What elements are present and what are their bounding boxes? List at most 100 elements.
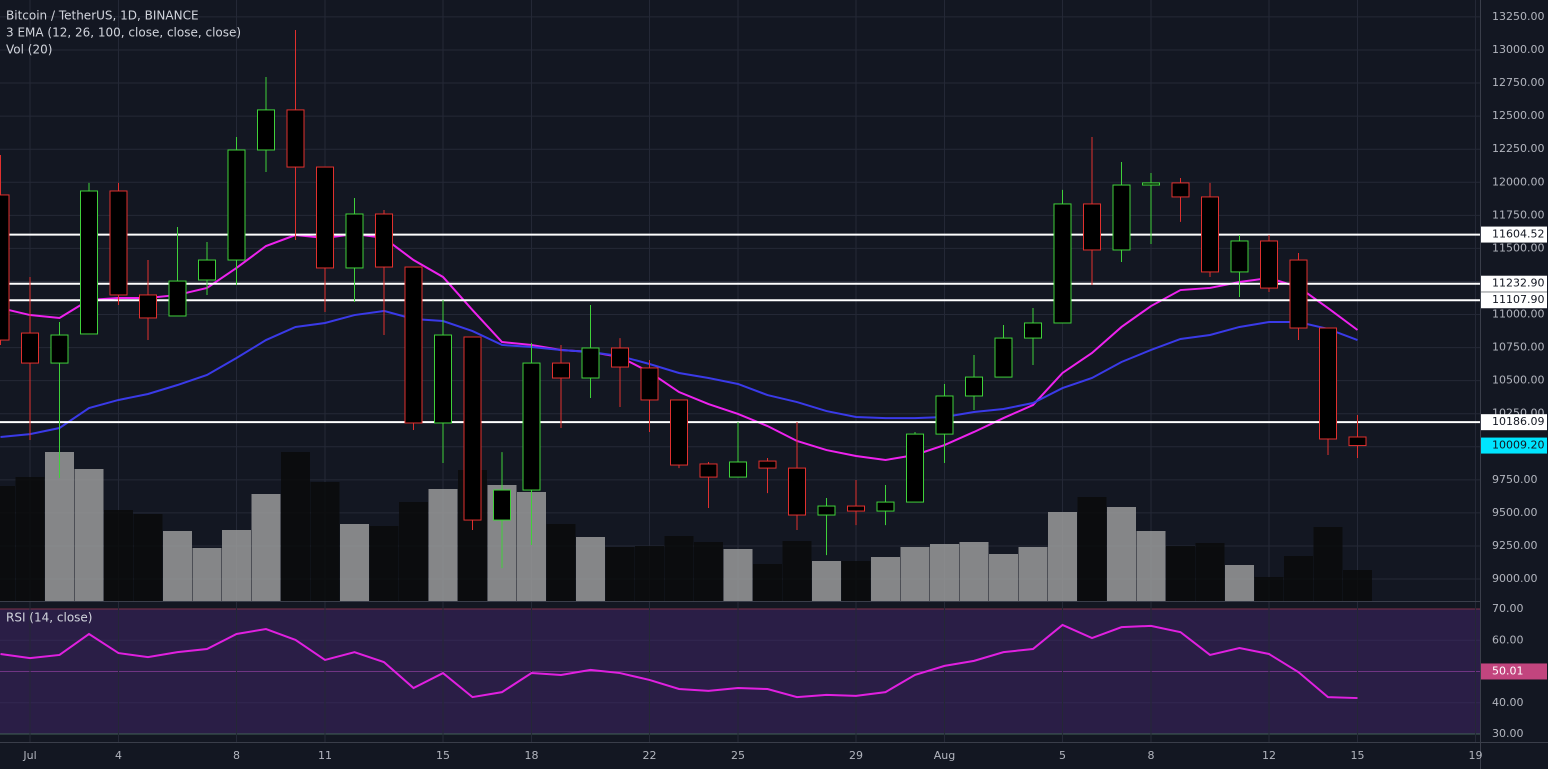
volume-bar (1313, 527, 1343, 601)
volume-bar (1195, 543, 1225, 601)
candle-body (1289, 259, 1308, 329)
candle-body (611, 347, 629, 368)
candle-body (876, 501, 895, 512)
candle-body (80, 190, 98, 335)
volume-bar (310, 482, 340, 601)
volume-bar (1048, 512, 1077, 601)
x-tick-label: 4 (115, 749, 122, 762)
volume-bar (369, 526, 399, 601)
candle-body (1171, 182, 1190, 198)
volume-bar (841, 561, 871, 601)
candle-body (552, 362, 570, 379)
candle-body (109, 190, 128, 296)
candle-body (640, 367, 659, 401)
level-label-bg (1481, 226, 1547, 243)
level-label: 11107.90 (1492, 293, 1545, 306)
candle-body (1201, 196, 1219, 273)
level-label: 11604.52 (1492, 228, 1545, 241)
candle-body (50, 334, 69, 364)
y-tick-label: 11750.00 (1492, 208, 1545, 221)
volume-bar (15, 477, 45, 601)
y-tick-label: 13250.00 (1492, 10, 1545, 23)
y-tick-label: 10500.00 (1492, 374, 1545, 387)
volume-bar (900, 547, 930, 601)
x-tick-label: Aug (934, 749, 955, 762)
rsi-tick-label: 70.00 (1492, 602, 1524, 615)
volume-bar (723, 549, 753, 601)
candle-body (906, 433, 924, 503)
y-tick-label: 11000.00 (1492, 308, 1545, 321)
volume-bar (399, 502, 428, 601)
last-price-label-bg (1481, 437, 1547, 454)
volume-bar (0, 486, 15, 601)
x-tick-label: 12 (1262, 749, 1276, 762)
candle-body (286, 109, 305, 168)
y-tick-label: 9750.00 (1492, 473, 1538, 486)
candle-body (758, 460, 777, 469)
volume-bar (871, 557, 900, 601)
volume-bar (1107, 507, 1136, 601)
volume-bar (251, 494, 281, 601)
y-tick-label: 9000.00 (1492, 572, 1538, 585)
candle-body (1053, 203, 1072, 324)
x-tick-label: 11 (318, 749, 332, 762)
rsi-tick-label: 60.00 (1492, 633, 1524, 646)
candle-body (994, 337, 1013, 378)
volume-bar (605, 547, 635, 601)
candle-body (345, 213, 364, 269)
candle-body (965, 376, 983, 397)
volume-bar (281, 452, 310, 601)
level-label-bg (1481, 275, 1547, 292)
rsi-tick-label: 30.00 (1492, 727, 1524, 740)
level-label-bg (1481, 292, 1547, 309)
y-tick-label: 10750.00 (1492, 341, 1545, 354)
volume-bar (1284, 556, 1313, 601)
candle-body (1230, 240, 1249, 273)
last-price-label: 10009.20 (1492, 439, 1545, 452)
x-tick-label: 22 (643, 749, 657, 762)
y-tick-label: 12000.00 (1492, 175, 1545, 188)
y-tick-label: 9250.00 (1492, 539, 1538, 552)
level-label: 11232.90 (1492, 277, 1545, 290)
volume-bar (546, 524, 576, 601)
volume-bar (1343, 570, 1372, 601)
rsi-label: RSI (14, close) (6, 611, 92, 625)
candle-body (935, 395, 954, 435)
volume-bar (812, 561, 841, 601)
volume-bar (1077, 497, 1107, 601)
x-tick-label: 25 (731, 749, 745, 762)
rsi-badge: 50.01 (1492, 664, 1524, 677)
candle-body (198, 259, 216, 281)
rsi-tick-label: 40.00 (1492, 696, 1524, 709)
candle-body (1083, 203, 1101, 251)
candle-body (1260, 240, 1278, 289)
candle-body (1024, 322, 1042, 339)
volume-bar (930, 544, 959, 601)
candle-body (493, 489, 511, 521)
volume-bar (1254, 577, 1284, 601)
candle-body (375, 213, 393, 268)
candle-body (699, 463, 718, 478)
volume-bar (192, 548, 222, 601)
volume-bar (989, 554, 1018, 601)
y-tick-label: 12250.00 (1492, 142, 1545, 155)
volume-bar (104, 510, 133, 601)
volume-bar (959, 542, 989, 601)
chart-title: Bitcoin / TetherUS, 1D, BINANCE (6, 9, 199, 23)
candle-body (139, 294, 157, 319)
volume-bar (133, 514, 163, 601)
candle-body (434, 334, 452, 424)
level-label-bg (1481, 414, 1547, 431)
volume-bar (664, 536, 694, 601)
volume-bar (340, 524, 369, 601)
y-tick-label: 12750.00 (1492, 76, 1545, 89)
x-tick-label: 29 (849, 749, 863, 762)
ema-line (0, 232, 1359, 462)
candle-body (1319, 327, 1337, 440)
candle-body (788, 467, 806, 516)
candle-body (1142, 182, 1160, 186)
indicator-label: 3 EMA (12, 26, 100, close, close, close) (6, 26, 241, 40)
volume-bar (753, 564, 782, 601)
candle-body (817, 505, 836, 516)
candle-body (847, 505, 865, 512)
